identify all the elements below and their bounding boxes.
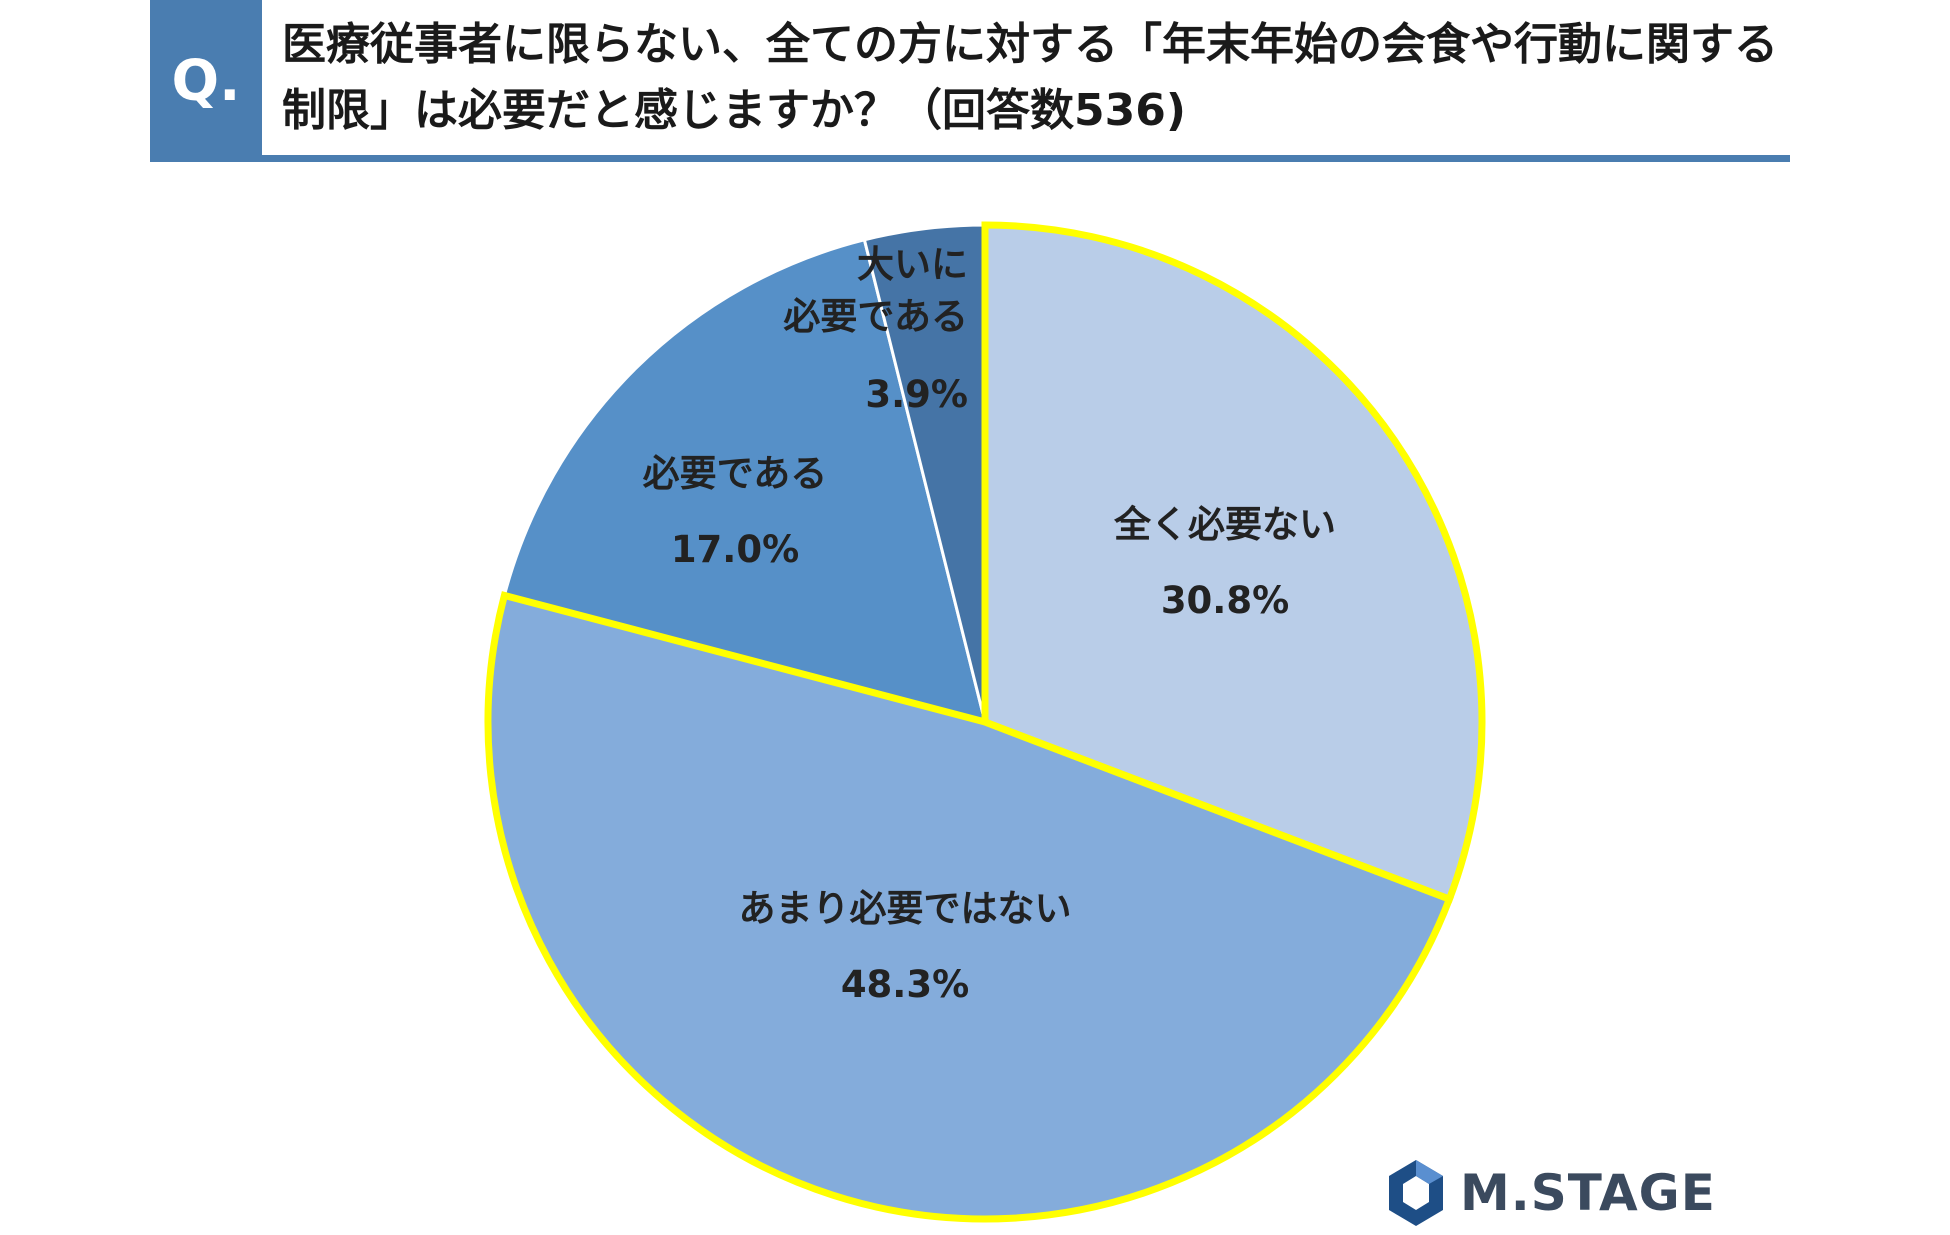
slice-value-2: 17.0% <box>671 528 799 571</box>
slice-label-2: 必要である <box>643 452 828 495</box>
brand-name: M.STAGE <box>1460 1164 1716 1222</box>
slice-value-1: 48.3% <box>841 963 969 1006</box>
slice-label-3-line1: 必要である <box>783 295 968 338</box>
pie-slice-highlight-0 <box>981 221 1486 904</box>
header-underline <box>150 155 1790 162</box>
slice-label-1: あまり必要ではない <box>739 887 1072 930</box>
pie-slice-2 <box>502 238 988 725</box>
slice-value-0: 30.8% <box>1161 579 1289 622</box>
slice-value-3: 3.9% <box>865 373 968 416</box>
question-text: 医療従事者に限らない、全ての方に対する「年末年始の会食や行動に関する制限」は必要… <box>282 19 1778 136</box>
slice-label-3-line0: 大いに <box>857 243 968 286</box>
question-header: Q. 医療従事者に限らない、全ての方に対する「年末年始の会食や行動に関する制限」… <box>150 0 1790 162</box>
brand-logo: M.STAGE <box>1385 1158 1725 1228</box>
brand-hexagon-icon <box>1389 1160 1443 1226</box>
slice-label-0: 全く必要ない <box>1113 503 1336 546</box>
pie-slice-highlight-1 <box>484 591 1454 1223</box>
question-badge: Q. <box>150 0 262 162</box>
